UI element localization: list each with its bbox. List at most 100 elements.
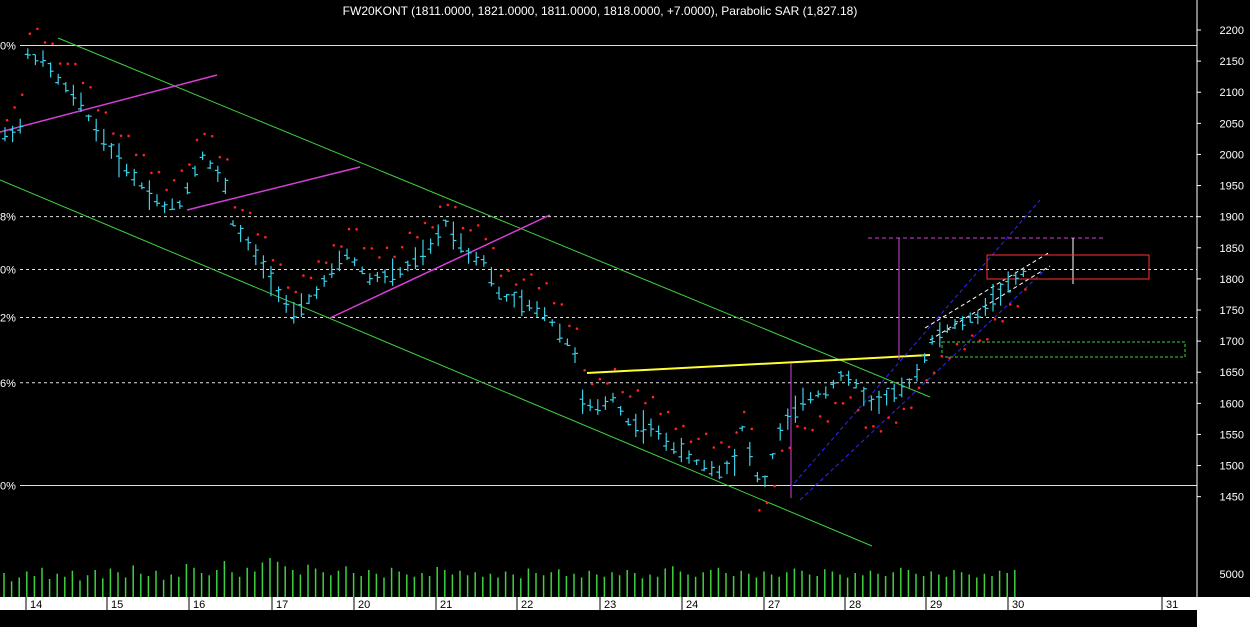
sar-dot — [81, 81, 85, 85]
sar-dot — [423, 221, 427, 225]
sar-dot — [666, 410, 670, 414]
sar-dot — [469, 229, 472, 232]
sar-dot — [590, 382, 594, 386]
y-tick-label: 1850 — [1220, 243, 1244, 255]
sar-dot — [689, 440, 693, 444]
sar-dot — [454, 205, 457, 209]
fib-level-label: 2% — [0, 312, 16, 324]
sar-dot — [970, 334, 974, 337]
sar-dot — [302, 274, 305, 277]
fib-level-label: 0% — [0, 480, 16, 492]
y-tick-label: 2200 — [1220, 25, 1244, 37]
sar-dot — [940, 354, 944, 358]
y-tick-label: 1700 — [1220, 336, 1244, 348]
sar-dot — [484, 237, 488, 241]
sar-dot — [560, 303, 564, 306]
volume-tick-label: 5000 — [1220, 569, 1244, 581]
sar-dot — [226, 158, 229, 161]
support-line-2 — [186, 166, 361, 211]
sar-dot — [1016, 304, 1020, 308]
sar-dot — [621, 390, 624, 394]
sar-dot — [492, 246, 495, 250]
sar-dot — [788, 446, 792, 450]
sar-dot — [575, 327, 579, 330]
x-tick-label: 29 — [930, 599, 942, 611]
fib-level-label: 0% — [0, 265, 16, 277]
sar-dot — [986, 337, 989, 341]
x-tick-label: 24 — [686, 599, 698, 611]
sar-dot — [735, 431, 738, 434]
sar-dot — [636, 389, 640, 392]
sar-dot — [150, 171, 153, 175]
sar-dot — [142, 153, 146, 157]
sar-dot — [803, 426, 807, 430]
sar-dot — [165, 188, 168, 192]
sar-dot — [370, 247, 374, 250]
x-tick-label: 30 — [1012, 599, 1024, 611]
sar-dot — [20, 93, 24, 97]
sar-dot — [811, 428, 814, 432]
sar-dot — [294, 290, 298, 294]
sar-dot — [408, 231, 412, 235]
sar-dot — [286, 286, 290, 289]
sar-dot — [279, 263, 282, 266]
sar-dot — [233, 206, 237, 209]
sar-dot — [324, 261, 328, 265]
x-tick-label: 16 — [193, 599, 205, 611]
sar-dot — [378, 256, 381, 259]
sar-dot — [195, 138, 199, 142]
y-tick-label: 2100 — [1220, 87, 1244, 99]
sar-dot — [104, 111, 108, 114]
sar-dot — [446, 203, 450, 207]
sar-dot — [796, 425, 799, 428]
white-channel-lower — [929, 265, 1051, 341]
sar-dot — [598, 377, 602, 381]
sar-dot — [963, 347, 966, 351]
x-tick-label: 20 — [358, 599, 370, 611]
sar-dot — [172, 178, 176, 182]
blue-channel-lower — [799, 269, 1046, 501]
white-channel-upper — [924, 251, 1051, 329]
sar-dot — [773, 484, 776, 488]
sar-dot — [309, 276, 313, 280]
sar-dot — [317, 260, 320, 263]
sar-dot — [720, 441, 723, 444]
y-tick-label: 1600 — [1220, 398, 1244, 410]
trend-lines — [0, 37, 1186, 547]
sar-dot — [727, 445, 731, 449]
neckline — [586, 354, 931, 374]
sar-dot — [758, 509, 761, 512]
x-tick-label: 31 — [1166, 599, 1178, 611]
sar-dot — [127, 134, 130, 138]
sar-dot — [872, 425, 875, 428]
sar-dot — [58, 62, 62, 65]
y-tick-label: 2150 — [1220, 56, 1244, 68]
sar-dot — [780, 449, 784, 452]
sar-dot — [925, 379, 928, 382]
y-axis: 2200 2150 2100 2050 2000 1950 1900 1850 1800 1750… — [1197, 25, 1244, 581]
sar-dot — [902, 407, 906, 411]
y-tick-label: 1750 — [1220, 305, 1244, 317]
axis-corner — [1197, 597, 1250, 627]
sar-dot — [894, 421, 898, 424]
sar-dot — [74, 62, 77, 66]
y-tick-label: 1800 — [1220, 274, 1244, 286]
price-bars — [2, 48, 1027, 488]
sar-dot — [522, 278, 526, 281]
sar-dot — [659, 412, 662, 416]
x-tick-label: 17 — [276, 599, 288, 611]
sar-dot — [537, 286, 541, 290]
sar-dot — [400, 245, 404, 249]
x-tick-label: 15 — [111, 599, 123, 611]
sar-dot — [241, 208, 244, 212]
sar-dot — [841, 402, 845, 405]
sar-dot — [438, 205, 442, 209]
x-axis: 14 15 16 17 20 21 22 23 24 27 28 29 30 31 — [25, 597, 1178, 611]
support-line-3 — [329, 214, 551, 319]
sar-dot — [879, 430, 883, 433]
fib-level-label: 8% — [0, 212, 16, 224]
sar-dot — [43, 41, 47, 44]
sar-dot — [628, 395, 632, 398]
sar-dot — [393, 255, 396, 259]
parabolic-sar — [5, 27, 1027, 512]
